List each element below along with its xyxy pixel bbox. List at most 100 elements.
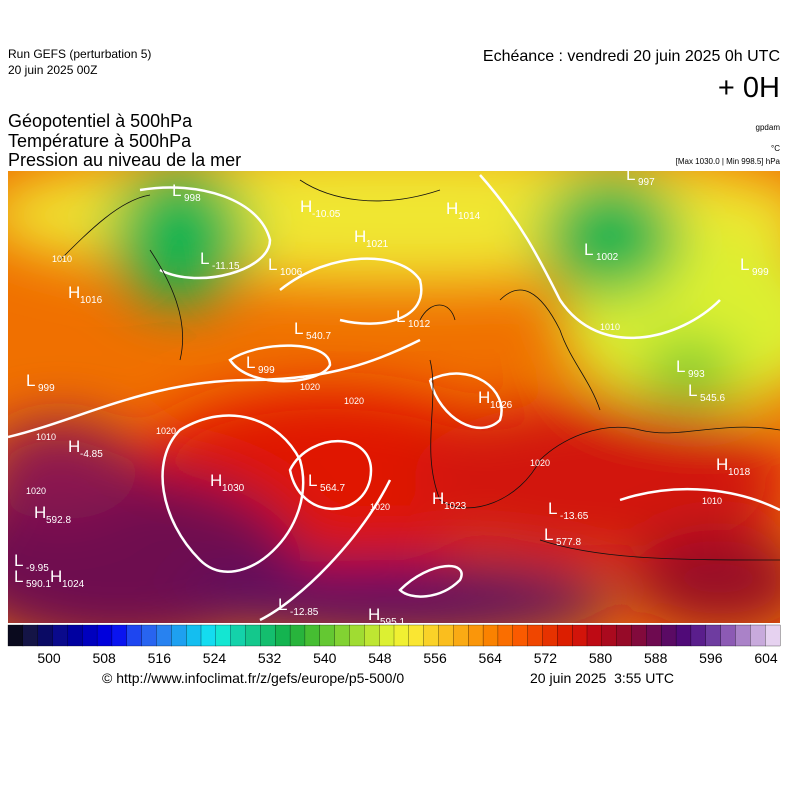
colorbar-swatch — [334, 624, 350, 647]
center-kind: L — [548, 499, 557, 518]
colorbar-tick-label: 588 — [644, 650, 668, 666]
colorbar-swatch — [720, 624, 736, 647]
colorbar-tick-label: 604 — [754, 650, 778, 666]
colorbar-tick-label: 540 — [313, 650, 337, 666]
center-value: 993 — [688, 369, 705, 380]
center-value: 592.8 — [46, 515, 71, 526]
colorbar-swatch — [586, 624, 603, 647]
colorbar-swatch — [661, 624, 677, 647]
colorbar-swatch — [512, 624, 529, 647]
colorbar-tick-label: 572 — [534, 650, 558, 666]
center-value: 999 — [258, 365, 275, 376]
center-kind: H — [210, 471, 222, 490]
colorbar-swatch — [37, 624, 53, 647]
colorbar-swatch — [572, 624, 588, 647]
colorbar-swatch — [67, 624, 83, 647]
title: Géopotentiel à 500hPa — [8, 111, 193, 131]
colorbar-swatch — [52, 624, 68, 647]
title: Pression au niveau de la mer — [8, 150, 241, 170]
center-kind: H — [432, 489, 444, 508]
unit: [Max 1030.0 | Min 998.5] hPa — [676, 157, 781, 166]
center-kind: H — [68, 283, 80, 302]
colorbar-swatch — [230, 624, 246, 647]
center-kind: L — [268, 255, 277, 274]
center-value: 998 — [184, 193, 201, 204]
center-kind: H — [300, 197, 312, 216]
center-value: 590.1 — [26, 579, 51, 590]
colorbar-swatch — [527, 624, 543, 647]
isobar-label: 1020 — [300, 382, 320, 392]
center-value: 1014 — [458, 211, 481, 222]
center-kind: L — [544, 525, 553, 544]
center-value: 595.1 — [380, 617, 405, 628]
center-value: 1016 — [80, 295, 103, 306]
center-kind: H — [446, 199, 458, 218]
isobar-label: 1020 — [156, 426, 176, 436]
colorbar-swatch — [126, 624, 143, 647]
colorbar-swatch — [765, 624, 781, 647]
isobar-label: 1010 — [52, 254, 72, 264]
colorbar-swatch — [96, 624, 113, 647]
center-kind: H — [68, 437, 80, 456]
unit: gpdam — [756, 123, 781, 132]
center-value: -10.05 — [312, 209, 341, 220]
colorbar-tick-label: 532 — [258, 650, 282, 666]
center-value: 1002 — [596, 252, 619, 263]
colorbar-swatch — [379, 624, 395, 647]
colorbar-swatch — [22, 624, 39, 647]
center-value: 999 — [38, 383, 55, 394]
colorbar-swatch — [289, 624, 306, 647]
isobar-label: 1010 — [600, 322, 620, 332]
colorbar-tick-label: 564 — [479, 650, 503, 666]
colorbar-swatch — [690, 624, 707, 647]
center-value: 1018 — [728, 467, 751, 478]
colorbar-swatch — [156, 624, 172, 647]
colorbar-swatch — [601, 624, 618, 647]
center-kind: L — [308, 471, 317, 490]
colorbar-swatch — [408, 624, 425, 647]
isobar-label: 1010 — [702, 496, 722, 506]
center-value: -9.95 — [26, 563, 49, 574]
center-value: 1023 — [444, 501, 467, 512]
center-kind: L — [294, 319, 303, 338]
colorbar-swatch — [675, 624, 692, 647]
colorbar-swatch — [616, 624, 632, 647]
colorbar-swatch — [200, 624, 217, 647]
colorbar-swatch — [631, 624, 647, 647]
center-kind: L — [246, 353, 255, 372]
lead-time: + 0H — [718, 72, 780, 104]
center-value: 997 — [638, 177, 655, 188]
center-kind: H — [34, 503, 46, 522]
isobar-label: 1020 — [26, 486, 46, 496]
center-kind: L — [14, 567, 23, 586]
coastlines — [59, 179, 780, 561]
center-value: 577.8 — [556, 537, 581, 548]
center-value: 564.7 — [320, 483, 345, 494]
colorbar-swatch — [319, 624, 336, 647]
center-value: 545.6 — [700, 393, 725, 404]
colorbar-swatch — [171, 624, 187, 647]
colorbar-tick-label: 508 — [92, 650, 116, 666]
colorbar-swatch — [393, 624, 410, 647]
center-kind: L — [676, 357, 685, 376]
colorbar-swatch — [497, 624, 514, 647]
colorbar-swatch — [141, 624, 157, 647]
forecast-time: Echéance : vendredi 20 juin 2025 0h UTC — [483, 48, 780, 65]
source-url: © http://www.infoclimat.fr/z/gefs/europe… — [102, 670, 404, 686]
colorbar-swatch — [705, 624, 722, 647]
colorbar-swatch — [542, 624, 558, 647]
colorbar-swatch — [82, 624, 98, 647]
center-kind: L — [200, 249, 209, 268]
center-value: 540.7 — [306, 331, 331, 342]
colorbar-swatch — [186, 624, 202, 647]
colorbar-swatch — [423, 624, 439, 647]
center-value: 1021 — [366, 239, 389, 250]
colorbar-swatch — [260, 624, 276, 647]
center-value: 999 — [752, 267, 769, 278]
colorbar-swatch — [453, 624, 469, 647]
center-kind: L — [584, 240, 593, 259]
center-value: 1024 — [62, 579, 85, 590]
colorbar-tick-label: 500 — [37, 650, 61, 666]
center-value: -13.65 — [560, 511, 589, 522]
